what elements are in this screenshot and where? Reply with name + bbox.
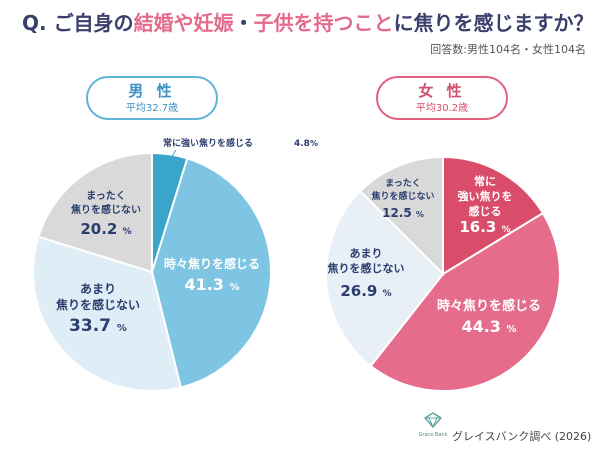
male-slice-4-label: 焦りを感じない xyxy=(70,203,141,216)
female-label: 女 性 xyxy=(418,82,466,100)
male-slice-1-leader-line xyxy=(169,149,177,161)
male-slice-1-label: 常に強い焦りを感じる xyxy=(163,137,253,149)
female-average-age: 平均30.2歳 xyxy=(415,103,469,114)
female-slice-4-label: 焦りを感じない xyxy=(370,190,434,202)
female-slice-2-label: 時々焦りを感じる xyxy=(437,298,541,314)
female-pie xyxy=(325,155,561,393)
page-title: Q. ご自身の結婚や妊娠・子供を持つことに焦りを感じますか？ xyxy=(22,7,594,36)
title-highlight-children: 子供を持つこと xyxy=(253,11,394,35)
logo-text: Grace Bank xyxy=(418,432,448,438)
female-slice-1-label: 常に xyxy=(474,174,496,188)
female-slice-2 xyxy=(369,211,561,393)
female-slice-3-value: 26.9 % xyxy=(340,282,391,300)
male-slice-2-value: 41.3 % xyxy=(184,275,239,294)
male-slice-4 xyxy=(37,151,153,274)
male-average-age: 平均32.7歳 xyxy=(125,103,179,114)
female-slice-4-label: まったく xyxy=(385,178,421,189)
male-slice-3-label: 焦りを感じない xyxy=(55,297,140,312)
female-header-pill: 女 性 平均30.2歳 xyxy=(376,76,508,120)
female-slice-3-label: あまり xyxy=(350,247,383,260)
title-highlight-marriage: 結婚や妊娠 xyxy=(133,11,234,35)
female-slice-2-value: 44.3 % xyxy=(461,317,516,336)
female-slice-4-value: 12.5 % xyxy=(382,206,424,220)
grace-bank-logo: Grace Bank xyxy=(416,412,450,438)
male-slice-4-label: まったく xyxy=(86,190,126,202)
title-after: に焦りを感じますか？ xyxy=(393,11,594,35)
female-slice-1-label: 強い焦りを xyxy=(458,189,513,203)
footer-source: グレイスバンク調べ (2026) xyxy=(452,430,592,443)
female-slice-3 xyxy=(325,189,445,368)
male-label: 男 性 xyxy=(128,82,176,100)
logo-icon xyxy=(423,412,443,429)
respondent-count: 回答数:男性104名・女性104名 xyxy=(430,43,586,56)
female-slice-3-label: 焦りを感じない xyxy=(327,261,405,275)
male-slice-4-value: 20.2 % xyxy=(80,220,131,238)
male-slice-3-label: あまり xyxy=(80,282,116,296)
male-slice-2-label: 時々焦りを感じる xyxy=(164,256,260,271)
male-slice-1-value: 4.8% xyxy=(294,139,318,149)
female-slice-1-value: 16.3 % xyxy=(459,218,510,236)
female-slice-4 xyxy=(358,155,444,277)
male-slice-2 xyxy=(150,157,272,389)
male-header-pill: 男 性 平均32.7歳 xyxy=(86,76,218,120)
male-pie xyxy=(31,151,272,392)
title-middle: ・ xyxy=(233,11,254,35)
female-slice-1-label: 感じる xyxy=(469,204,502,218)
male-slice-3 xyxy=(31,235,183,392)
female-slice-1 xyxy=(442,155,545,276)
male-slice-3-value: 33.7 % xyxy=(69,316,127,336)
title-before: Q. ご自身の xyxy=(22,11,134,35)
